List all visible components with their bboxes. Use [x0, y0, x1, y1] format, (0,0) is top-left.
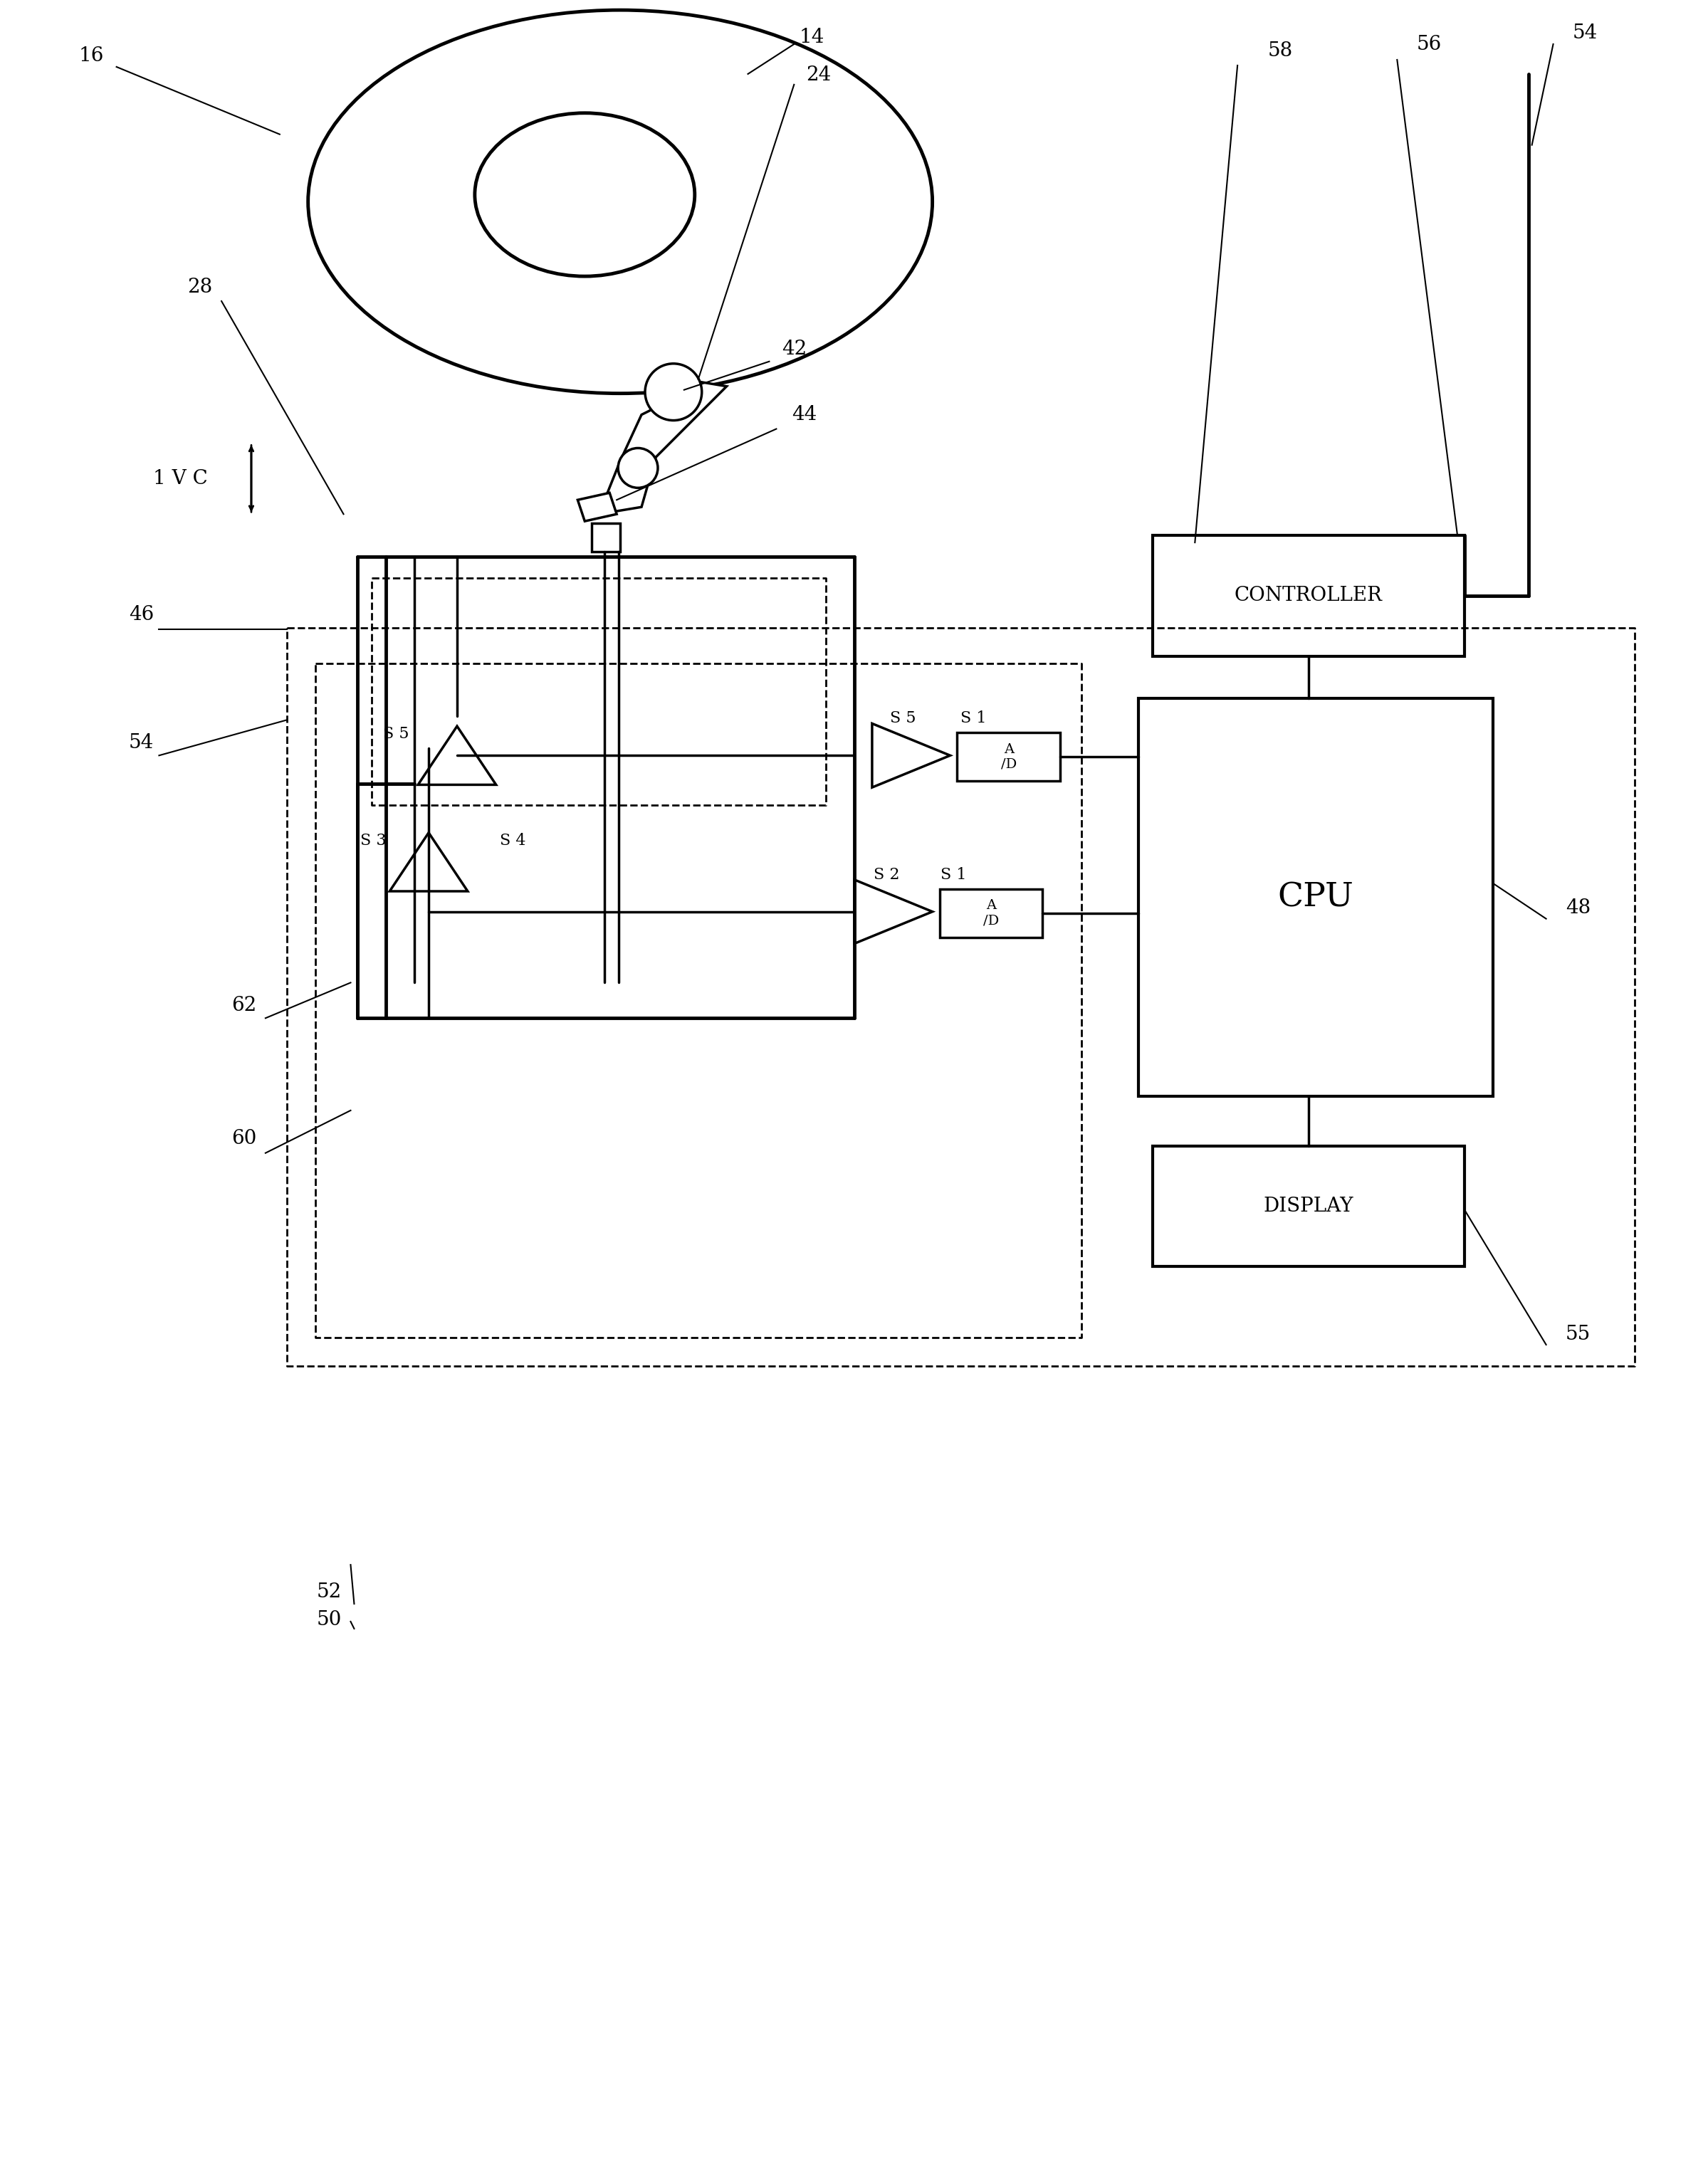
Polygon shape: [577, 493, 617, 522]
Text: 58: 58: [1267, 41, 1293, 61]
Bar: [939, 889, 1042, 937]
Text: 24: 24: [806, 65, 832, 85]
Text: S 5: S 5: [383, 726, 408, 741]
Text: 1 V C: 1 V C: [154, 470, 208, 489]
Bar: [1138, 698, 1493, 1096]
Text: DISPLAY: DISPLAY: [1264, 1196, 1353, 1215]
Text: 54: 54: [1573, 24, 1597, 41]
Circle shape: [646, 363, 702, 420]
Text: S 1: S 1: [960, 711, 987, 726]
Text: 56: 56: [1416, 35, 1442, 54]
Polygon shape: [600, 457, 656, 513]
Text: CPU: CPU: [1278, 880, 1353, 913]
Polygon shape: [873, 724, 950, 787]
Polygon shape: [418, 726, 495, 785]
Text: CONTROLLER: CONTROLLER: [1235, 587, 1382, 604]
Ellipse shape: [475, 113, 695, 276]
Circle shape: [618, 448, 658, 487]
Bar: [1153, 1146, 1464, 1267]
Text: 16: 16: [79, 46, 104, 65]
Text: 48: 48: [1566, 898, 1590, 917]
Text: 14: 14: [799, 28, 825, 46]
Polygon shape: [854, 880, 933, 944]
Ellipse shape: [307, 11, 933, 393]
Polygon shape: [620, 378, 726, 461]
Text: A
/D: A /D: [1001, 744, 1016, 772]
Text: 28: 28: [188, 278, 213, 296]
Text: 60: 60: [232, 1128, 256, 1148]
Text: 42: 42: [782, 339, 806, 359]
Bar: [956, 733, 1061, 780]
Text: S 4: S 4: [500, 833, 526, 848]
Text: 55: 55: [1566, 1324, 1590, 1344]
Text: S 1: S 1: [941, 867, 967, 883]
Text: 52: 52: [316, 1583, 342, 1602]
Bar: [1153, 535, 1464, 657]
Polygon shape: [389, 833, 468, 891]
Text: 46: 46: [128, 604, 154, 624]
Text: S 3: S 3: [360, 833, 386, 848]
Text: S 2: S 2: [873, 867, 900, 883]
Text: A
/D: A /D: [984, 900, 999, 926]
Text: S 5: S 5: [890, 711, 915, 726]
Text: 44: 44: [793, 404, 816, 424]
Text: 54: 54: [128, 733, 154, 752]
Text: 62: 62: [232, 996, 256, 1015]
Bar: [593, 524, 620, 552]
Text: 50: 50: [316, 1611, 342, 1630]
